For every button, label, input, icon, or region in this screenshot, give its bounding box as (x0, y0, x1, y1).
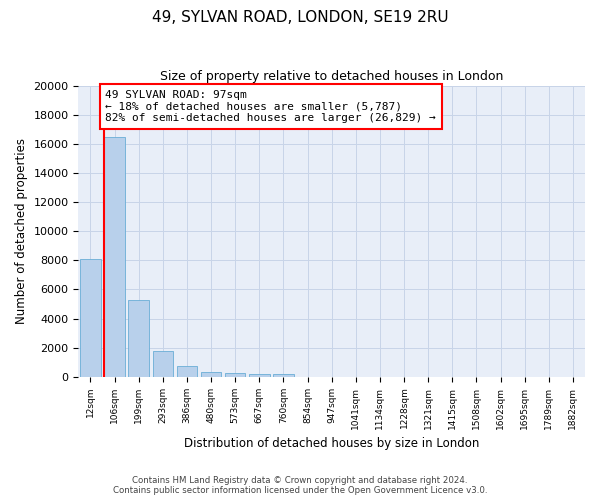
Title: Size of property relative to detached houses in London: Size of property relative to detached ho… (160, 70, 503, 83)
Bar (152, 352, 173, 377)
Y-axis label: Number of detached properties: Number of detached properties (15, 138, 28, 324)
Text: 49 SYLVAN ROAD: 97sqm
← 18% of detached houses are smaller (5,787)
82% of semi-d: 49 SYLVAN ROAD: 97sqm ← 18% of detached … (106, 90, 436, 123)
Bar (128, 300, 149, 377)
Text: 49, SYLVAN ROAD, LONDON, SE19 2RU: 49, SYLVAN ROAD, LONDON, SE19 2RU (152, 10, 448, 25)
Bar (104, 136, 125, 377)
Bar (249, 374, 269, 377)
X-axis label: Distribution of detached houses by size in London: Distribution of detached houses by size … (184, 437, 479, 450)
Bar (80, 259, 101, 377)
Bar (177, 366, 197, 377)
Bar (273, 374, 294, 377)
Text: Contains HM Land Registry data © Crown copyright and database right 2024.
Contai: Contains HM Land Registry data © Crown c… (113, 476, 487, 495)
Bar (201, 372, 221, 377)
Bar (225, 373, 245, 377)
